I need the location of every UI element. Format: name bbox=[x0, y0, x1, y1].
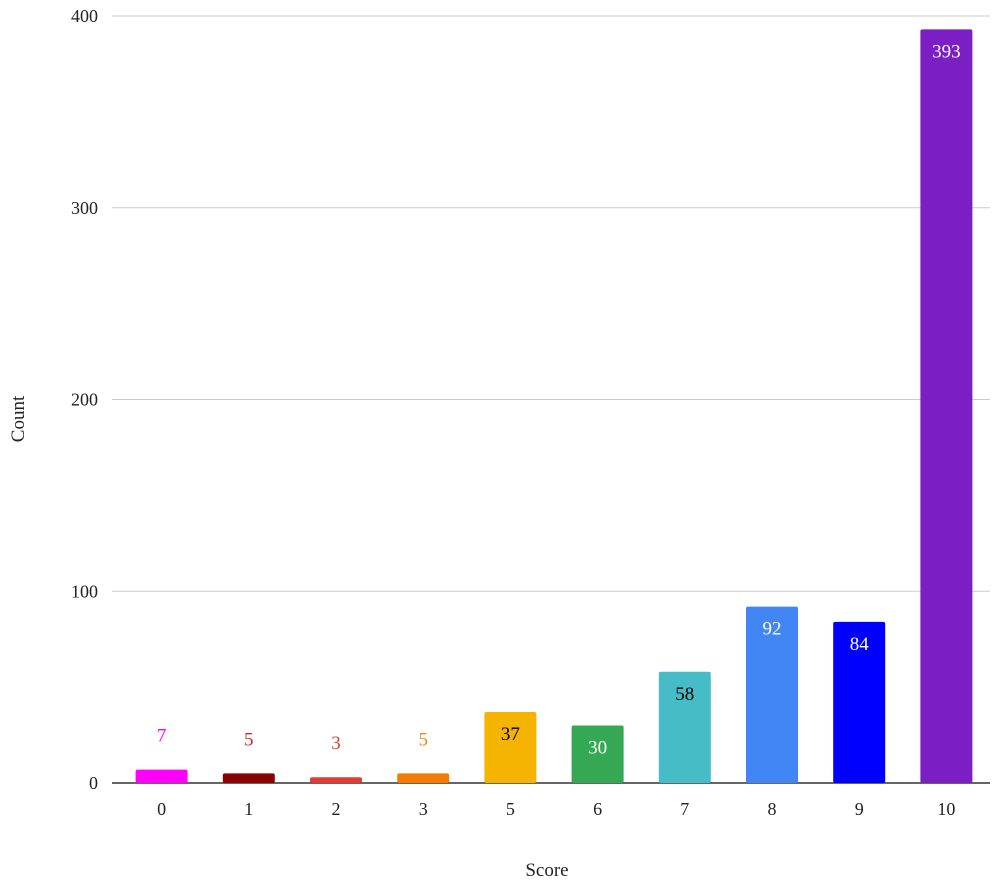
bar-7 bbox=[658, 671, 711, 783]
data-label-5: 37 bbox=[501, 724, 520, 745]
bar-10 bbox=[920, 29, 973, 784]
bars bbox=[135, 29, 973, 784]
x-tick-label-7: 7 bbox=[680, 799, 689, 819]
bar-5 bbox=[484, 712, 537, 783]
x-tick-label-2: 2 bbox=[332, 799, 341, 819]
bar-8 bbox=[746, 606, 798, 783]
bar-2 bbox=[310, 777, 362, 783]
y-tick-label-200: 200 bbox=[71, 390, 98, 410]
data-label-7: 58 bbox=[675, 684, 694, 705]
y-axis-ticks: 0 100 200 300 400 bbox=[71, 6, 98, 793]
x-tick-label-1: 1 bbox=[244, 799, 253, 819]
y-tick-label-300: 300 bbox=[71, 198, 98, 218]
data-label-0: 7 bbox=[157, 726, 167, 747]
x-tick-label-6: 6 bbox=[593, 799, 602, 819]
x-tick-label-0: 0 bbox=[157, 799, 166, 819]
bar-data-labels: 7 5 3 5 37 30 58 92 84 393 bbox=[157, 41, 961, 758]
x-tick-label-3: 3 bbox=[419, 799, 428, 819]
x-axis-title: Score bbox=[525, 860, 568, 881]
y-tick-label-0: 0 bbox=[89, 773, 98, 793]
data-label-6: 30 bbox=[588, 737, 607, 758]
x-tick-label-5: 5 bbox=[506, 799, 515, 819]
bar-9 bbox=[833, 621, 886, 783]
data-label-2: 3 bbox=[331, 733, 341, 754]
data-label-3: 5 bbox=[418, 729, 428, 750]
bar-1 bbox=[222, 773, 275, 783]
x-tick-label-10: 10 bbox=[937, 799, 955, 819]
data-label-8: 92 bbox=[763, 619, 782, 640]
bar-6 bbox=[571, 725, 624, 783]
bar-3 bbox=[397, 773, 450, 783]
data-label-10: 393 bbox=[932, 41, 961, 62]
x-tick-label-9: 9 bbox=[855, 799, 864, 819]
bar-0 bbox=[135, 769, 188, 783]
x-tick-label-8: 8 bbox=[768, 799, 777, 819]
x-axis-ticks: 0 1 2 3 5 6 7 8 9 10 bbox=[157, 799, 955, 819]
data-label-1: 5 bbox=[244, 729, 254, 750]
y-tick-label-400: 400 bbox=[71, 6, 98, 26]
y-tick-label-100: 100 bbox=[71, 581, 98, 601]
data-label-9: 84 bbox=[850, 634, 870, 655]
y-axis-title: Count bbox=[8, 395, 29, 442]
